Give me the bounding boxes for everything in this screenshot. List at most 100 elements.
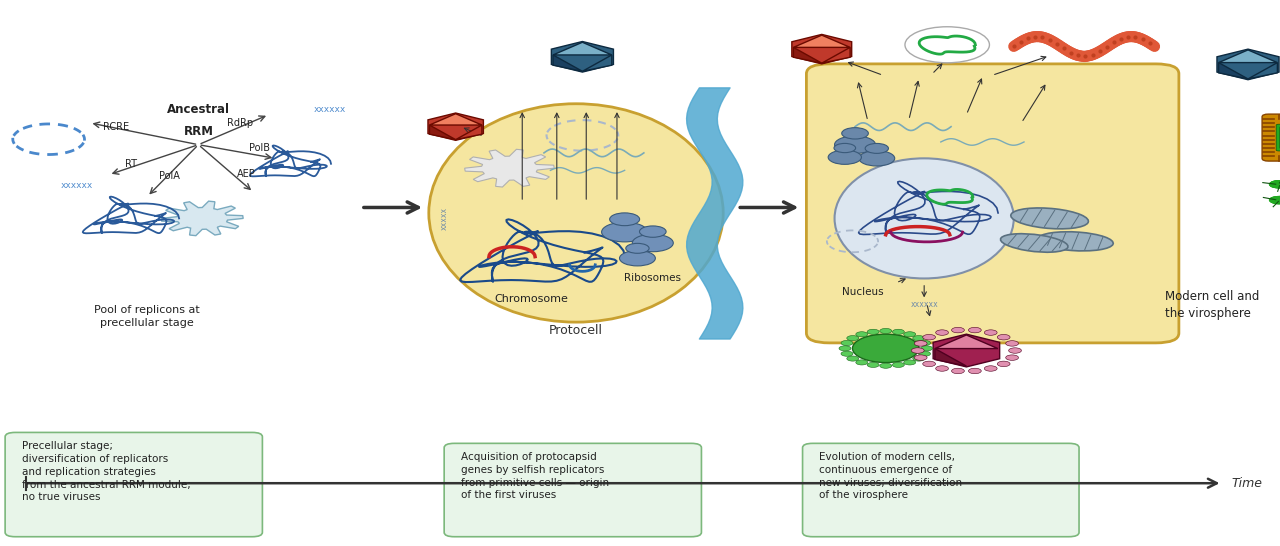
Circle shape — [1275, 180, 1280, 186]
FancyBboxPatch shape — [444, 443, 701, 537]
Circle shape — [1270, 196, 1280, 202]
Polygon shape — [1248, 63, 1277, 79]
Circle shape — [1275, 198, 1280, 204]
Circle shape — [914, 355, 927, 360]
Circle shape — [1277, 197, 1280, 203]
Circle shape — [904, 332, 915, 337]
Polygon shape — [428, 113, 484, 140]
Circle shape — [841, 340, 852, 346]
Ellipse shape — [1011, 208, 1088, 229]
Polygon shape — [553, 42, 612, 55]
Circle shape — [1270, 198, 1280, 204]
Circle shape — [879, 363, 892, 369]
Circle shape — [1276, 198, 1280, 204]
Circle shape — [1006, 341, 1019, 346]
Circle shape — [1272, 196, 1280, 201]
Polygon shape — [794, 35, 850, 48]
Circle shape — [1279, 182, 1280, 188]
Text: RCRE: RCRE — [102, 122, 129, 132]
Circle shape — [904, 360, 915, 365]
Polygon shape — [1219, 63, 1248, 79]
Text: Modern cell and
the virosphere: Modern cell and the virosphere — [1165, 290, 1260, 319]
Circle shape — [911, 348, 924, 353]
FancyBboxPatch shape — [1276, 124, 1280, 151]
Polygon shape — [429, 114, 483, 125]
Text: Evolution of modern cells,
continuous emergence of
new viruses; diversification
: Evolution of modern cells, continuous em… — [819, 452, 963, 501]
Circle shape — [1274, 196, 1280, 201]
Circle shape — [1268, 197, 1280, 203]
Text: Acquisition of protocapsid
genes by selfish replicators
from primitive cells — o: Acquisition of protocapsid genes by self… — [461, 452, 609, 501]
Circle shape — [1274, 183, 1280, 188]
FancyBboxPatch shape — [5, 432, 262, 537]
Text: Ancestral: Ancestral — [166, 103, 230, 116]
Circle shape — [1270, 182, 1280, 188]
Circle shape — [626, 244, 649, 253]
Circle shape — [1271, 196, 1280, 202]
Ellipse shape — [1001, 234, 1068, 252]
Circle shape — [867, 329, 879, 334]
Circle shape — [856, 332, 868, 337]
Circle shape — [969, 368, 982, 373]
Circle shape — [620, 251, 655, 266]
Circle shape — [1268, 181, 1280, 187]
Circle shape — [913, 356, 924, 361]
Circle shape — [951, 328, 964, 333]
Circle shape — [865, 144, 888, 153]
Text: AEP: AEP — [237, 169, 256, 179]
Circle shape — [1277, 182, 1280, 188]
Polygon shape — [1219, 50, 1277, 63]
FancyBboxPatch shape — [1262, 114, 1280, 161]
Text: PolA: PolA — [159, 171, 179, 181]
Ellipse shape — [429, 104, 723, 322]
Circle shape — [1268, 197, 1280, 203]
Circle shape — [1268, 181, 1280, 187]
Circle shape — [913, 336, 924, 341]
Circle shape — [1271, 180, 1280, 186]
Polygon shape — [582, 55, 612, 72]
Circle shape — [914, 341, 927, 346]
Circle shape — [1270, 198, 1280, 204]
Text: xxxxxx: xxxxxx — [910, 300, 938, 309]
Circle shape — [1271, 198, 1280, 204]
Text: RRM: RRM — [183, 124, 214, 138]
Circle shape — [640, 226, 666, 238]
Circle shape — [847, 356, 859, 361]
Circle shape — [1276, 196, 1280, 202]
Circle shape — [841, 351, 852, 357]
Polygon shape — [429, 125, 456, 140]
Circle shape — [892, 363, 905, 367]
Circle shape — [1279, 196, 1280, 202]
Circle shape — [936, 330, 948, 335]
Circle shape — [1276, 181, 1280, 187]
Text: Chromosome: Chromosome — [494, 294, 568, 304]
Circle shape — [969, 328, 982, 333]
Circle shape — [879, 328, 892, 334]
Text: RdRp: RdRp — [227, 118, 253, 128]
Circle shape — [1272, 180, 1280, 186]
Circle shape — [842, 128, 868, 139]
Circle shape — [936, 366, 948, 371]
Text: Nucleus: Nucleus — [842, 287, 883, 297]
FancyBboxPatch shape — [803, 443, 1079, 537]
Text: RT: RT — [124, 159, 137, 169]
Text: xxxxxx: xxxxxx — [314, 105, 347, 114]
Polygon shape — [792, 34, 851, 64]
Circle shape — [859, 151, 895, 166]
Circle shape — [1006, 355, 1019, 360]
FancyBboxPatch shape — [806, 64, 1179, 343]
Circle shape — [892, 329, 905, 334]
Text: Ribosomes: Ribosomes — [625, 273, 681, 283]
Polygon shape — [553, 55, 582, 72]
Circle shape — [1268, 198, 1280, 203]
Text: Pool of replicons at
precellular stage: Pool of replicons at precellular stage — [95, 305, 200, 328]
Polygon shape — [822, 48, 850, 63]
Circle shape — [997, 361, 1010, 366]
Circle shape — [951, 368, 964, 373]
Circle shape — [847, 336, 859, 341]
Circle shape — [984, 366, 997, 371]
Circle shape — [1271, 182, 1280, 188]
Circle shape — [835, 144, 855, 153]
Circle shape — [923, 361, 936, 366]
Circle shape — [1272, 183, 1280, 188]
Ellipse shape — [835, 158, 1014, 278]
